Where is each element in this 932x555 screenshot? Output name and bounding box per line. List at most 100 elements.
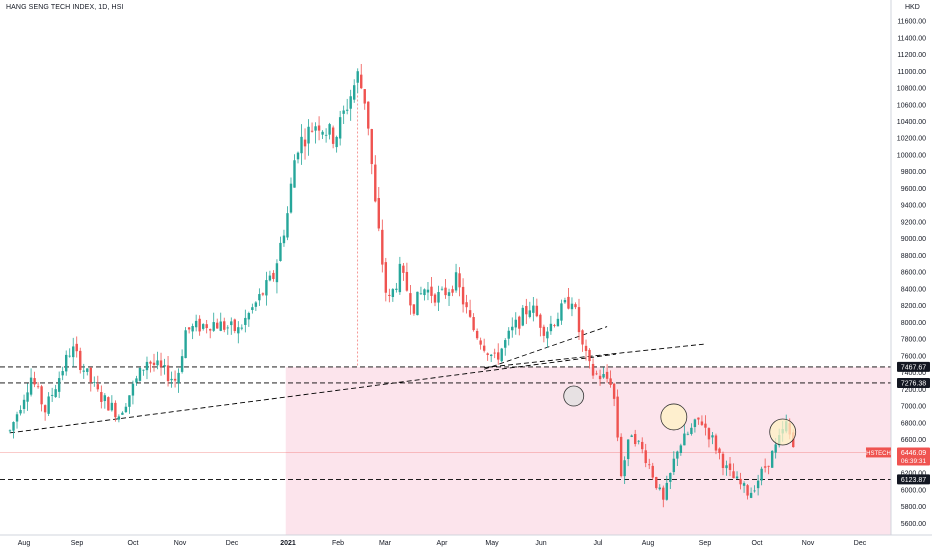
y-tick-label: 10600.00 — [897, 102, 926, 109]
price-axis[interactable]: 5600.005800.006000.006200.006400.006600.… — [890, 0, 926, 535]
candle-body — [542, 326, 546, 336]
candle-body — [683, 433, 686, 446]
level-price-label: 7276.38 — [901, 381, 926, 388]
candle-body — [388, 294, 391, 296]
candle-body — [444, 287, 447, 296]
candle-body — [180, 356, 184, 372]
candle-body — [672, 458, 676, 473]
candle-body — [489, 354, 493, 357]
candle-body — [412, 304, 416, 314]
x-tick-label: Nov — [174, 540, 187, 547]
candle-body — [732, 471, 735, 479]
candle-body — [728, 463, 732, 470]
candle-body — [669, 472, 672, 482]
candle-body — [163, 365, 166, 367]
candle-body — [395, 288, 398, 290]
candle-body — [360, 74, 363, 89]
candle-body — [735, 476, 739, 479]
candle-body — [714, 435, 718, 451]
candle-body — [612, 383, 616, 399]
candle-body — [149, 361, 152, 364]
candle-body — [110, 402, 114, 411]
y-tick-label: 9000.00 — [901, 236, 926, 243]
x-tick-label: Sep — [71, 540, 84, 547]
y-tick-label: 11200.00 — [897, 52, 926, 59]
y-tick-label: 11000.00 — [897, 69, 926, 76]
candle-body — [472, 317, 475, 331]
candle-body — [697, 417, 700, 420]
candle-body — [247, 313, 251, 320]
candle-body — [482, 345, 486, 351]
candle-body — [117, 416, 121, 420]
candle-body — [244, 317, 247, 325]
candle-body — [8, 430, 12, 432]
y-tick-label: 10000.00 — [897, 152, 926, 159]
candle-body — [546, 331, 549, 339]
candle-body — [461, 286, 465, 305]
candle-body — [75, 343, 78, 352]
highlight-circle-marker — [769, 418, 797, 446]
candle-body — [623, 460, 626, 477]
candle-body — [64, 354, 68, 372]
candle-body — [26, 392, 29, 402]
x-tick-label: Nov — [802, 540, 815, 547]
candle-body — [317, 125, 321, 131]
candle-body — [156, 360, 159, 366]
candle-body — [50, 394, 54, 396]
candle-body — [282, 235, 286, 244]
candle-body — [293, 160, 296, 188]
candle-body — [767, 465, 770, 467]
candle-body — [532, 305, 535, 313]
candle-body — [626, 439, 630, 460]
candle-body — [187, 327, 191, 330]
candle-body — [377, 198, 380, 229]
candle-body — [226, 327, 229, 329]
x-tick-label: 2021 — [280, 540, 296, 547]
y-tick-label: 11400.00 — [897, 35, 926, 42]
candle-body — [475, 330, 479, 339]
candle-body — [616, 396, 619, 438]
candle-body — [173, 378, 177, 381]
candle-body — [707, 428, 711, 440]
candle-body — [648, 464, 651, 466]
candle-body — [563, 300, 567, 303]
candle-body — [416, 291, 419, 316]
y-tick-label: 7800.00 — [901, 337, 926, 344]
candle-body — [774, 444, 777, 453]
candle-body — [303, 139, 307, 147]
candle-body — [93, 381, 96, 383]
candle-body — [219, 321, 222, 331]
candle-body — [29, 377, 33, 395]
candle-body — [170, 378, 173, 381]
candle-body — [753, 490, 756, 492]
candle-body — [103, 395, 107, 402]
x-tick-label: Jun — [535, 540, 546, 547]
candle-body — [349, 96, 352, 109]
candle-body — [718, 448, 721, 454]
candle-body — [335, 136, 338, 148]
candle-body — [321, 131, 324, 135]
y-tick-label: 7000.00 — [901, 404, 926, 411]
candle-body — [79, 350, 82, 371]
candle-body — [121, 412, 124, 415]
time-axis[interactable]: Aug Sep Oct Nov Dec 2021 Feb Mar Apr May Jun Jul Aug… — [0, 534, 932, 547]
candle-body — [760, 468, 763, 481]
candle-body — [138, 367, 142, 381]
candle-body — [458, 273, 461, 288]
candle-body — [43, 405, 47, 413]
candle-body — [367, 101, 370, 129]
candle-body — [619, 436, 623, 477]
candle-body — [665, 482, 669, 500]
candle-body — [507, 330, 510, 339]
candle-body — [338, 117, 342, 139]
level-price-label: 7467.67 — [901, 365, 926, 372]
candle-body — [381, 229, 384, 265]
candle-body — [237, 327, 240, 334]
currency-label: HKD — [905, 4, 920, 11]
candle-body — [100, 392, 103, 402]
candle-body — [770, 450, 774, 468]
y-tick-label: 5800.00 — [901, 504, 926, 511]
candle-body — [275, 263, 279, 283]
x-tick-label: Mar — [379, 540, 392, 547]
